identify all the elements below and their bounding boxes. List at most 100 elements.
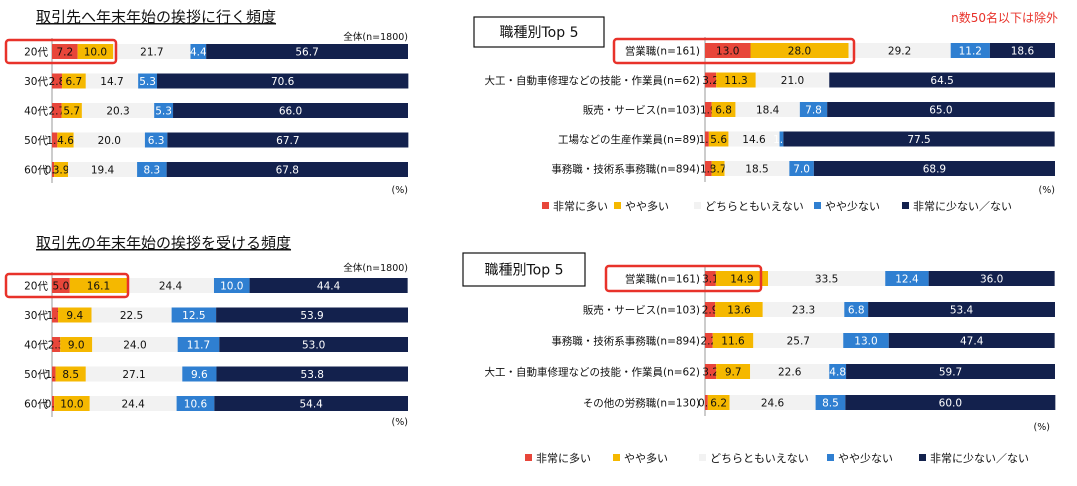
- data-label: 5.6: [710, 134, 727, 146]
- unit-label: (%): [392, 417, 408, 428]
- category-label: 40代: [24, 340, 48, 352]
- data-label: 24.4: [121, 399, 145, 411]
- data-label: 11.3: [724, 75, 747, 87]
- bar-segment: [54, 162, 69, 177]
- bar-segment: [127, 278, 214, 293]
- legend-swatch: [525, 454, 532, 461]
- bar-segment: [89, 396, 177, 411]
- bar-segment: [705, 271, 716, 286]
- bar-segment: [799, 102, 828, 117]
- bar-segment: [885, 271, 929, 286]
- bar-segment: [173, 103, 408, 118]
- legend-label: 非常に少ない／ない: [913, 200, 1012, 213]
- bar-segment: [888, 333, 1055, 348]
- data-label: 20.3: [106, 106, 129, 118]
- bar-segment: [144, 132, 168, 148]
- bar-segment: [138, 73, 158, 89]
- bar-segment: [91, 307, 172, 323]
- overall-label: 全体(n=1800): [343, 31, 408, 43]
- data-label: 14.9: [730, 274, 753, 286]
- bar-segment: [848, 43, 951, 58]
- legend-label: やや多い: [624, 451, 668, 465]
- category-label: 大工・自動車修理などの技能・作業員(n=62): [484, 366, 700, 379]
- data-label: 21.7: [140, 47, 163, 59]
- bar-segment: [219, 337, 408, 352]
- bar-segment: [844, 302, 869, 317]
- data-label: 21.0: [781, 75, 804, 87]
- data-label: 6.7: [66, 76, 83, 88]
- chart-panel-4: 職種別Top 5 (%) 営業職(n=161) 3.1 14.9 33.5 12.4 36.0…: [462, 252, 1056, 433]
- data-label: 27.1: [122, 369, 145, 381]
- bar-segment: [950, 43, 990, 58]
- bar-segment: [789, 161, 814, 176]
- data-label: 3.2: [702, 367, 719, 379]
- data-label: 53.8: [301, 369, 324, 381]
- category-label: 20代: [24, 47, 48, 59]
- data-label: 44.4: [317, 281, 341, 293]
- unit-label: (%): [1034, 422, 1050, 433]
- bar-segment: [171, 307, 217, 323]
- category-label: 営業職(n=161): [625, 273, 700, 286]
- highlight-box: [4, 38, 118, 65]
- data-label: 12.4: [895, 274, 919, 286]
- data-label: 14.7: [100, 76, 123, 88]
- bar-segment: [154, 103, 174, 118]
- data-label: 66.0: [279, 106, 302, 118]
- bar-segment: [52, 366, 56, 382]
- category-label: 60代: [24, 399, 48, 411]
- category-label: 40代: [24, 106, 48, 118]
- data-label: 6.8: [848, 305, 865, 317]
- bar-segment: [711, 102, 736, 117]
- legend-label: やや多い: [625, 199, 669, 213]
- bar-segment: [989, 43, 1055, 58]
- bar-segment: [729, 395, 816, 410]
- bar-segment: [69, 278, 128, 293]
- bar-segment: [176, 396, 215, 411]
- chart-title: 取引先へ年末年始の挨拶に行く頻度: [36, 8, 276, 26]
- data-label: 5.3: [155, 106, 172, 118]
- bar-segment: [52, 132, 58, 148]
- data-label: 13.6: [727, 305, 751, 317]
- legend-label: どちらともいえない: [710, 452, 809, 465]
- bar-segment: [755, 72, 830, 88]
- legend-swatch: [919, 454, 926, 461]
- title-box: [462, 252, 586, 287]
- bar-segment: [68, 162, 138, 177]
- data-label: 8.5: [62, 369, 79, 381]
- data-label: 2.7: [48, 106, 65, 118]
- bar-segment: [73, 132, 145, 148]
- data-label: 10.0: [220, 281, 243, 293]
- legend-swatch: [699, 454, 706, 461]
- bar-segment: [705, 364, 717, 379]
- bar-segment: [190, 44, 207, 59]
- bar-segment: [61, 103, 82, 118]
- legend-label: やや少ない: [825, 200, 880, 213]
- bar-segment: [779, 131, 784, 147]
- data-label: 7.8: [805, 105, 822, 117]
- bar-segment: [762, 302, 845, 317]
- bar-segment: [829, 72, 1055, 88]
- bar-segment: [214, 396, 408, 411]
- bar-segment: [705, 131, 709, 147]
- data-label: 24.6: [761, 398, 785, 410]
- data-label: 77.5: [907, 134, 930, 146]
- data-label: 9.6: [191, 369, 208, 381]
- legend-label: 非常に少ない／ない: [930, 452, 1029, 465]
- category-label: 販売・サービス(n=103): [583, 304, 700, 317]
- bar-segment: [182, 366, 217, 382]
- data-label: 5.3: [139, 76, 156, 88]
- bar-segment: [716, 364, 751, 379]
- data-label: 11.2: [959, 46, 982, 58]
- bar-segment: [750, 364, 830, 379]
- bar-segment: [724, 161, 790, 176]
- bar-segment: [52, 73, 62, 89]
- data-label: 10.0: [84, 47, 107, 59]
- data-label: 5.0: [53, 281, 70, 293]
- bar-segment: [166, 162, 408, 177]
- bar-segment: [827, 102, 1055, 117]
- bar-segment: [157, 73, 409, 89]
- bar-segment: [52, 396, 55, 411]
- bar-segment: [707, 395, 730, 410]
- bar-segment: [57, 132, 74, 148]
